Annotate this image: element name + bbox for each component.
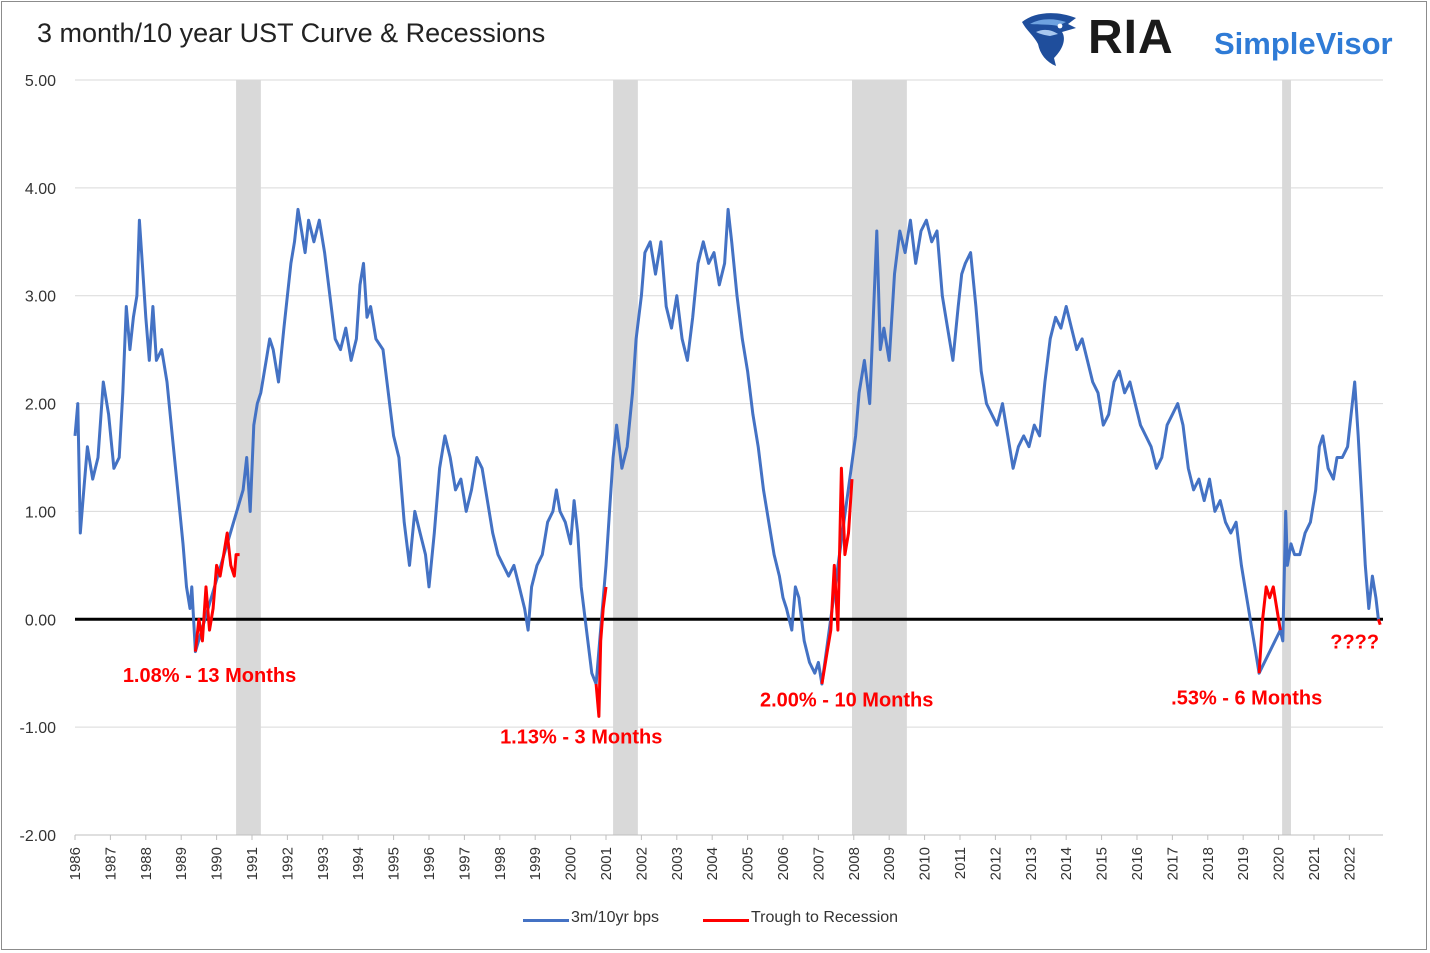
- y-tick-labels-group: 5.00 4.00 3.00 2.00 1.00 0.00 -1.00 -2.00: [20, 73, 57, 845]
- annotation-2: 2.00% - 10 Months: [760, 690, 933, 712]
- x-tick-label: 2010: [917, 847, 934, 880]
- x-tick-label: 1995: [386, 847, 403, 880]
- recession-band-2: [852, 80, 907, 835]
- y-tick-label: 5.00: [25, 73, 56, 90]
- eagle-head-icon: [1022, 13, 1076, 67]
- chart-title: 3 month/10 year UST Curve & Recessions: [37, 18, 546, 48]
- x-tick-label: 2020: [1271, 847, 1288, 880]
- annotations-group: 1.08% - 13 Months 1.13% - 3 Months 2.00% -…: [123, 631, 1379, 748]
- trough-segment-1: [594, 586, 608, 718]
- x-tick-label: 2007: [810, 847, 827, 880]
- y-tick-label: 0.00: [25, 612, 56, 629]
- legend-swatch-series: [523, 919, 569, 922]
- x-tick-labels-group: 1986 1987 1988 1989 1990 1991 1992 1993 1994 1995…: [67, 835, 1358, 880]
- x-tick-label: 1986: [67, 847, 84, 880]
- series-line-3m10yr: [73, 207, 1380, 686]
- x-tick-label: 2011: [952, 847, 969, 879]
- x-tick-label: 1992: [279, 847, 296, 880]
- annotation-3: .53% - 6 Months: [1171, 687, 1322, 709]
- gridlines-group: [75, 79, 1383, 836]
- x-tick-label: 1999: [527, 847, 544, 880]
- annotation-0: 1.08% - 13 Months: [123, 665, 296, 687]
- x-tick-label: 1991: [244, 847, 261, 880]
- trough-segment-4: [1376, 618, 1382, 626]
- x-tick-label: 2004: [704, 847, 721, 880]
- trough-segment-3: [1257, 585, 1282, 674]
- x-tick-label: 2018: [1200, 847, 1217, 880]
- x-tick-label: 1998: [492, 847, 509, 880]
- x-tick-label: 2019: [1235, 847, 1252, 880]
- x-tick-label: 2005: [740, 847, 757, 880]
- x-tick-label: 2017: [1164, 847, 1181, 880]
- recession-shading-group: [236, 80, 1291, 835]
- x-tick-label: 2008: [846, 847, 863, 880]
- x-tick-label: 1990: [209, 847, 226, 880]
- x-tick-label: 2009: [881, 847, 898, 880]
- y-tick-label: -1.00: [20, 720, 57, 737]
- annotation-1: 1.13% - 3 Months: [500, 726, 662, 748]
- recession-band-3: [1282, 80, 1291, 835]
- x-tick-label: 2002: [633, 847, 650, 880]
- x-tick-label: 1989: [173, 847, 190, 880]
- x-tick-label: 1994: [350, 847, 367, 880]
- x-tick-label: 2016: [1129, 847, 1146, 880]
- series-group: [73, 207, 1382, 718]
- x-tick-label: 2012: [987, 847, 1004, 880]
- x-tick-label: 2006: [775, 847, 792, 880]
- y-tick-label: 2.00: [25, 397, 56, 414]
- x-tick-label: 1993: [315, 847, 332, 880]
- x-tick-label: 2000: [563, 847, 580, 880]
- legend: 3m/10yr bps Trough to Recession: [0, 909, 1430, 931]
- y-tick-label: 4.00: [25, 181, 56, 198]
- y-tick-label: 3.00: [25, 289, 56, 306]
- x-tick-label: 1988: [138, 847, 155, 880]
- trough-segment-0: [193, 531, 240, 652]
- x-tick-label: 1996: [421, 847, 438, 880]
- y-tick-label: -2.00: [20, 828, 57, 845]
- logo-simplevisor-text: SimpleVisor: [1214, 26, 1393, 61]
- brand-logo: RIA SimpleVisor: [1016, 8, 1416, 70]
- x-tick-label: 2021: [1306, 847, 1323, 880]
- x-tick-label: 2015: [1094, 847, 1111, 880]
- legend-label-series: 3m/10yr bps: [571, 909, 660, 926]
- x-tick-label: 1997: [456, 847, 473, 880]
- x-tick-label: 1987: [102, 847, 119, 880]
- logo-ria-text: RIA: [1088, 11, 1174, 64]
- legend-label-trough: Trough to Recession: [751, 909, 899, 926]
- trough-segment-2: [820, 466, 854, 685]
- y-tick-label: 1.00: [25, 504, 56, 521]
- x-tick-label: 2014: [1058, 847, 1075, 880]
- annotation-4: ????: [1330, 631, 1379, 653]
- x-tick-label: 2003: [669, 847, 686, 880]
- x-tick-label: 2022: [1341, 847, 1358, 880]
- recession-band-0: [236, 80, 261, 835]
- x-tick-label: 2013: [1023, 847, 1040, 880]
- x-tick-label: 2001: [598, 847, 615, 880]
- legend-swatch-trough: [703, 919, 749, 922]
